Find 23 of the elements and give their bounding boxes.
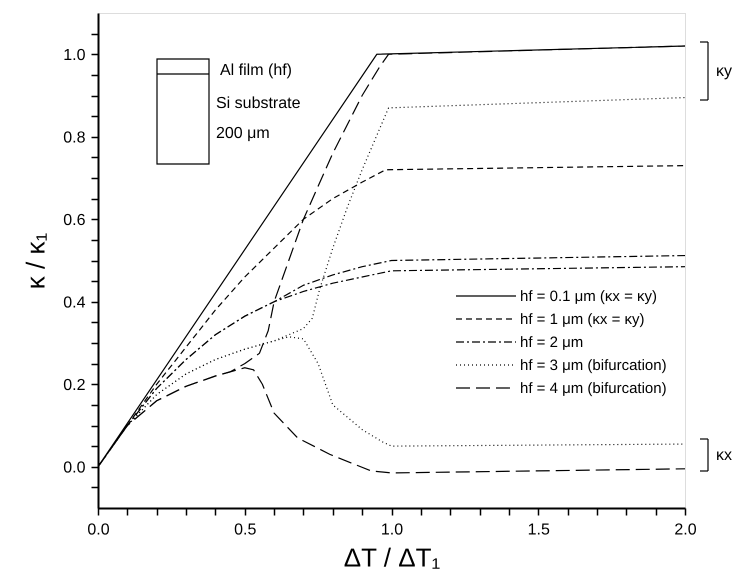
x-tick-label: 1.0	[380, 522, 404, 538]
legend-label: hf = 1 μm (κx = κy)	[520, 311, 645, 328]
x-tick-label: 1.5	[528, 522, 550, 538]
annotation: Al film (hf)	[220, 62, 292, 79]
y-tick-label: 0.2	[63, 376, 86, 394]
annotation: Si substrate	[216, 95, 301, 112]
y-tick-label: 0.4	[63, 294, 86, 312]
legend-label: hf = 2 μm	[520, 334, 584, 351]
y-axis-title: κ / κ₁	[20, 232, 50, 290]
y-tick-label: 0.8	[63, 129, 86, 146]
text: κx	[716, 447, 732, 464]
text: κy	[716, 63, 732, 80]
legend-label: hf = 4 μm (bifurcation)	[520, 380, 667, 397]
y-tick-label: 1.0	[63, 46, 86, 64]
x-tick-label: 0.5	[234, 522, 256, 538]
legend-label: hf = 0.1 μm (κx = κy)	[520, 288, 658, 305]
y-tick-label: 0.0	[63, 459, 86, 476]
x-tick-label: 0.0	[87, 522, 110, 538]
y-tick-label: 0.6	[63, 212, 86, 229]
x-axis-title: ΔT / ΔT₁	[344, 542, 440, 572]
legend-label: hf = 3 μm (bifurcation)	[520, 357, 667, 374]
annotation: 200 μm	[216, 125, 270, 142]
x-tick-label: 2.0	[674, 522, 697, 538]
